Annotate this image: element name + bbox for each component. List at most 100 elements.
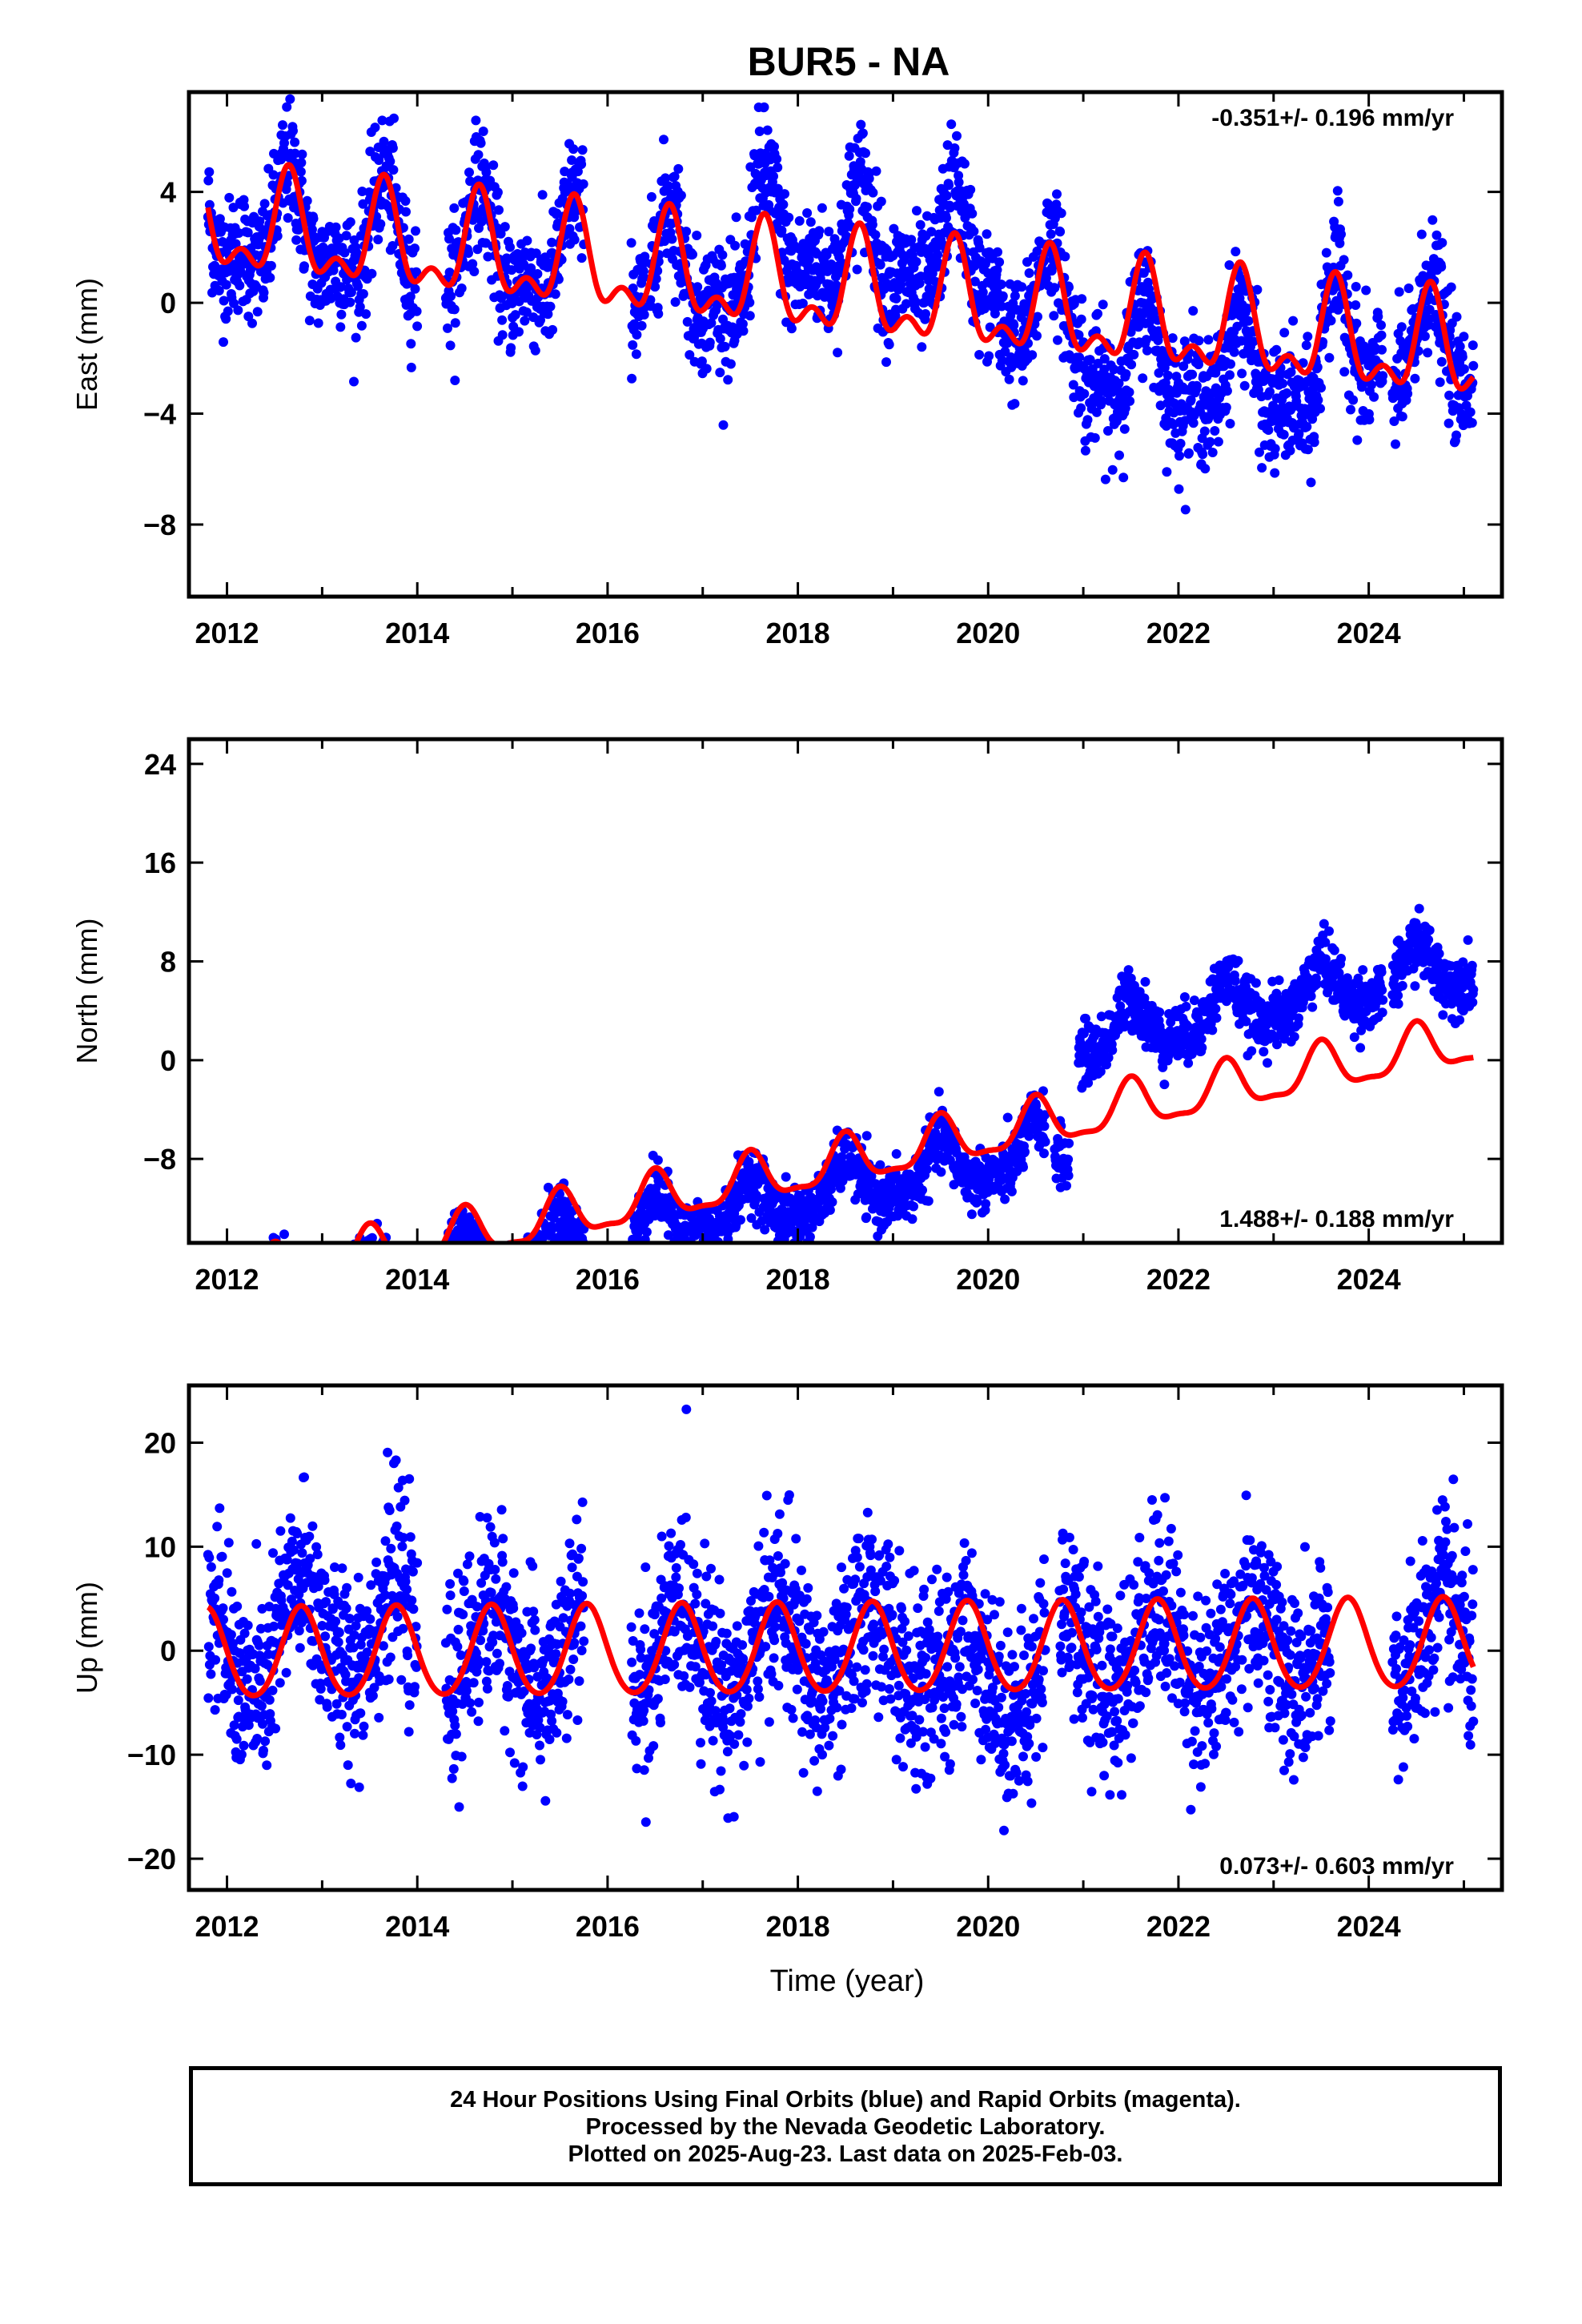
east-data-point: [970, 276, 980, 287]
north-data-point: [544, 1256, 554, 1265]
north-data-point: [281, 1264, 291, 1273]
east-data-point: [514, 327, 524, 337]
north-data-point: [1062, 1180, 1071, 1191]
east-data-point: [673, 163, 684, 174]
east-data-point: [1397, 412, 1407, 422]
east-data-point: [450, 318, 460, 328]
north-data-point: [307, 1307, 317, 1317]
east-data-point: [203, 175, 214, 186]
east-data-point: [526, 263, 536, 273]
figure-title: BUR5 - NA: [748, 39, 950, 84]
north-data-point: [206, 1342, 215, 1352]
north-data-point: [837, 1152, 847, 1162]
north-data-point: [391, 1304, 400, 1313]
north-data-point: [227, 1321, 236, 1330]
north-data-point: [369, 1256, 379, 1266]
north-data-point: [579, 1249, 588, 1259]
east-data-point: [1459, 364, 1469, 374]
north-data-point: [206, 1327, 215, 1337]
north-data-point: [393, 1304, 403, 1313]
north-data-point: [223, 1342, 233, 1352]
north-data-point: [409, 1320, 419, 1329]
east-data-point: [639, 272, 649, 283]
east-data-point: [288, 126, 298, 136]
north-data-point: [1040, 1110, 1050, 1120]
north-data-point: [917, 1185, 927, 1196]
north-data-point: [264, 1261, 274, 1271]
north-data-point: [530, 1252, 540, 1262]
east-data-point: [845, 204, 855, 215]
east-data-point: [478, 127, 488, 136]
east-data-point: [1265, 387, 1275, 397]
north-data-point: [280, 1246, 290, 1256]
east-data-point: [331, 222, 341, 232]
north-data-point: [335, 1302, 344, 1312]
north-data-point: [498, 1273, 508, 1283]
east-data-point: [1049, 311, 1059, 321]
north-data-point: [513, 1256, 523, 1266]
north-data-point: [267, 1266, 276, 1276]
north-data-point: [781, 1172, 791, 1182]
north-data-point: [207, 1344, 216, 1353]
east-data-point: [379, 136, 389, 147]
north-data-point: [689, 1253, 698, 1263]
east-data-point: [1416, 229, 1427, 239]
east-data-point: [1180, 505, 1191, 515]
north-data-point: [312, 1305, 322, 1315]
east-data-point: [444, 267, 455, 278]
north-data-point: [500, 1273, 510, 1282]
east-data-point: [706, 318, 717, 328]
north-data-point: [295, 1295, 305, 1305]
north-data-point: [484, 1252, 493, 1261]
north-data-point: [287, 1301, 296, 1311]
east-data-point: [283, 213, 293, 223]
north-data-point: [496, 1285, 505, 1294]
north-data-point: [523, 1290, 532, 1300]
east-data-point: [1465, 407, 1476, 417]
east-data-point: [876, 196, 886, 207]
north-data-point: [264, 1255, 274, 1265]
north-data-point: [251, 1298, 261, 1308]
north-data-point: [981, 1199, 991, 1209]
east-data-point: [299, 261, 309, 271]
east-data-point: [751, 205, 761, 215]
north-data-point: [531, 1254, 540, 1264]
east-data-point: [1436, 356, 1447, 367]
north-data-point: [444, 1252, 454, 1262]
north-data-point: [209, 1341, 219, 1350]
east-x-tick-label: 2022: [1146, 617, 1211, 649]
east-data-point: [974, 243, 985, 253]
north-data-point: [251, 1301, 260, 1310]
north-data-point: [510, 1262, 520, 1272]
east-data-point: [1377, 344, 1387, 355]
north-data-point: [259, 1289, 268, 1298]
north-data-point: [391, 1330, 400, 1340]
north-data-point: [472, 1250, 481, 1260]
north-data-point: [271, 1246, 281, 1256]
east-data-point: [1103, 426, 1113, 436]
north-data-point: [512, 1259, 522, 1269]
north-data-point: [508, 1264, 517, 1273]
north-data-point: [578, 1249, 588, 1259]
east-data-point: [915, 219, 926, 230]
north-data-point: [736, 1215, 745, 1225]
north-data-point: [663, 1230, 673, 1240]
north-data-point: [330, 1274, 339, 1284]
east-data-point: [385, 156, 396, 167]
north-data-point: [271, 1257, 280, 1267]
north-data-point: [319, 1293, 329, 1303]
north-data-point: [473, 1256, 483, 1265]
east-data-point: [1210, 426, 1220, 436]
north-data-point: [321, 1293, 331, 1302]
east-data-point: [797, 298, 808, 308]
north-data-point: [367, 1232, 377, 1243]
north-data-point: [343, 1300, 353, 1309]
east-data-point: [786, 324, 797, 334]
north-data-point: [521, 1288, 531, 1297]
east-data-point: [336, 309, 347, 320]
north-data-point: [219, 1339, 229, 1349]
east-data-point: [456, 283, 467, 293]
east-data-point: [1074, 352, 1085, 363]
north-data-point: [506, 1269, 516, 1278]
east-data-point: [404, 234, 414, 244]
